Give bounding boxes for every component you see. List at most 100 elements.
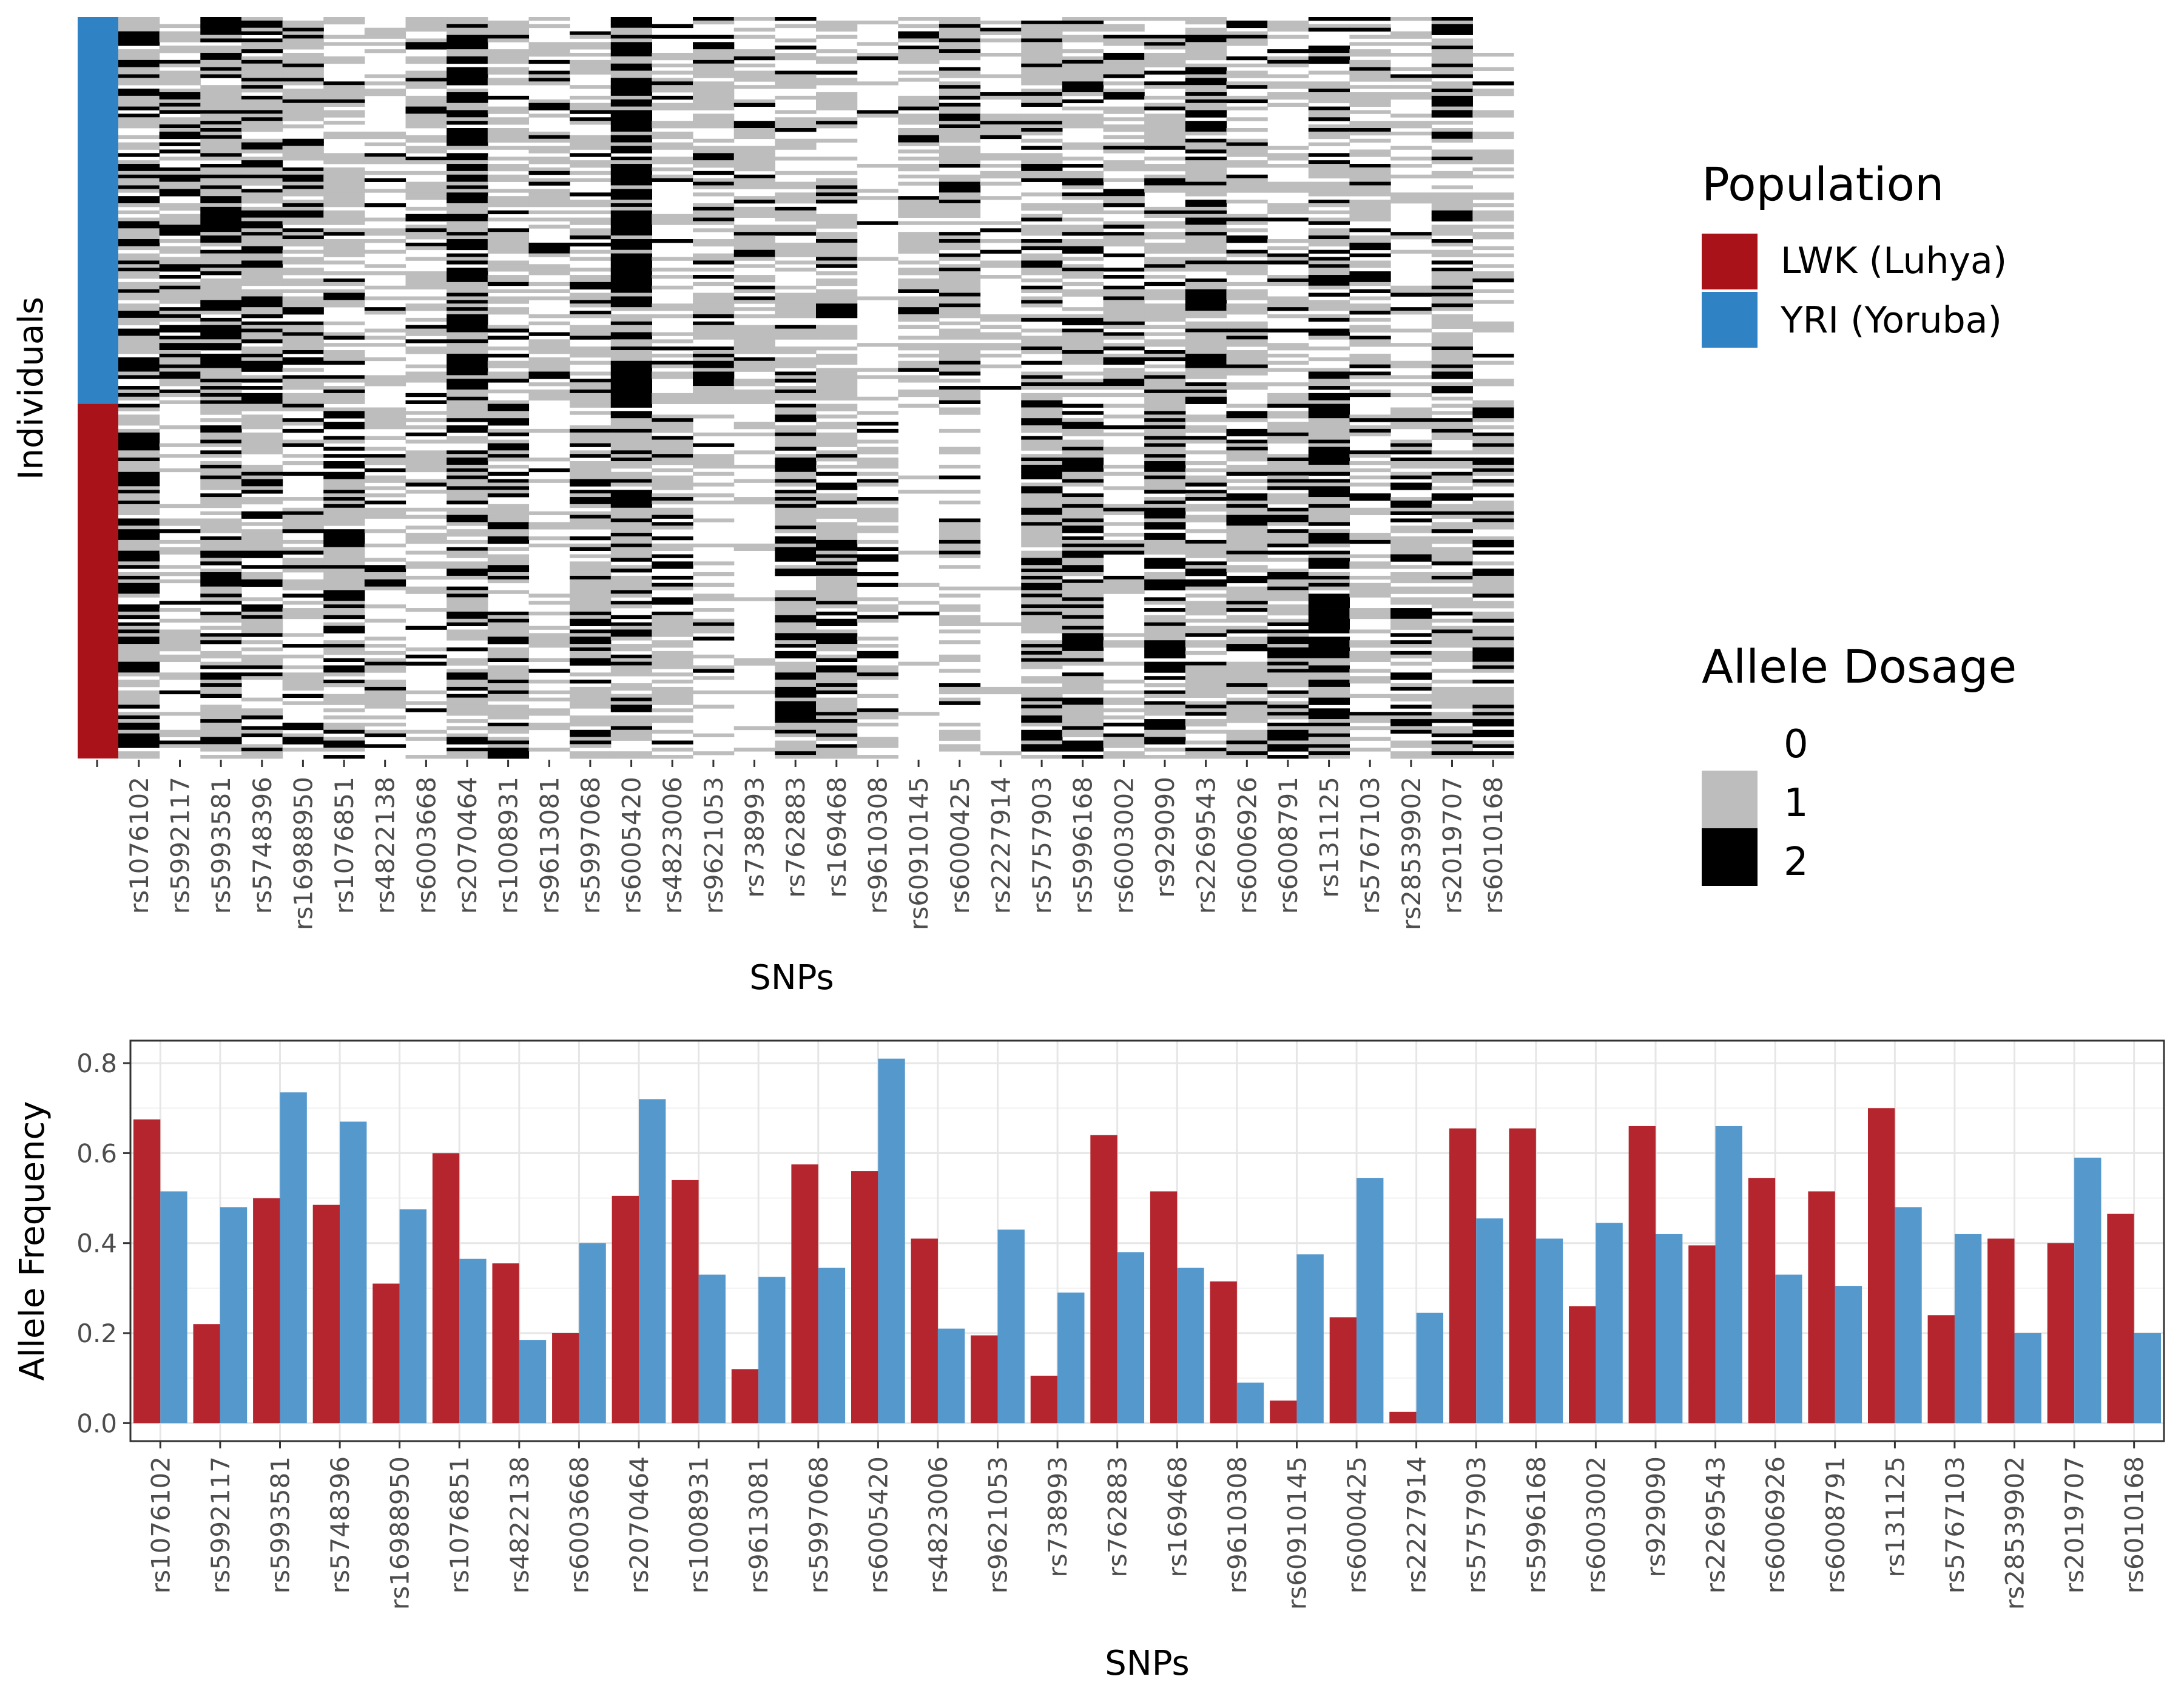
heatmap-cell xyxy=(775,429,816,433)
heatmap-cell xyxy=(241,149,283,153)
heatmap-cell xyxy=(816,243,857,246)
heatmap-cell xyxy=(1185,303,1227,307)
heatmap-cell xyxy=(241,436,283,440)
heatmap-cell xyxy=(447,612,488,615)
heatmap-cell xyxy=(241,124,283,128)
heatmap-cell xyxy=(447,719,488,723)
heatmap-cell xyxy=(283,149,324,153)
heatmap-cell xyxy=(406,379,447,382)
heatmap-cell xyxy=(1309,658,1350,662)
heatmap-cell xyxy=(980,128,1022,132)
heatmap-cell xyxy=(611,683,652,687)
heatmap-cell xyxy=(1267,633,1309,637)
heatmap-cell xyxy=(939,307,980,311)
heatmap-cell xyxy=(200,547,241,551)
heatmap-cell xyxy=(1390,518,1432,522)
heatmap-cell xyxy=(1432,232,1473,235)
heatmap-cell xyxy=(406,339,447,343)
heatmap-cell xyxy=(241,182,283,186)
heatmap-cell xyxy=(816,547,857,551)
heatmap-cell xyxy=(447,450,488,454)
heatmap-cell xyxy=(980,333,1022,336)
heatmap-cell xyxy=(693,100,734,103)
heatmap-cell xyxy=(200,185,241,189)
heatmap-cell xyxy=(200,203,241,207)
heatmap-cell xyxy=(447,167,488,171)
heatmap-cell xyxy=(447,354,488,357)
heatmap-cell xyxy=(1267,414,1309,418)
heatmap-cell xyxy=(160,371,201,375)
heatmap-cell xyxy=(200,121,241,124)
heatmap-cell xyxy=(1309,551,1350,555)
heatmap-cell xyxy=(1349,371,1390,375)
heatmap-cell xyxy=(283,472,324,476)
heatmap-cell xyxy=(488,555,529,558)
heatmap-cell xyxy=(1349,612,1390,615)
bar-lwk xyxy=(1330,1317,1357,1423)
heatmap-cell xyxy=(816,357,857,361)
x-tick-label: rs5997068 xyxy=(804,1456,834,1593)
heatmap-cell xyxy=(447,698,488,701)
heatmap-cell xyxy=(1185,551,1227,555)
heatmap-cell xyxy=(1309,482,1350,486)
heatmap-cell xyxy=(1021,737,1062,741)
heatmap-cell xyxy=(447,407,488,411)
heatmap-cell xyxy=(570,32,611,35)
heatmap-cell xyxy=(1267,422,1309,425)
heatmap-cell xyxy=(734,232,775,235)
heatmap-cell xyxy=(1309,748,1350,751)
heatmap-cell xyxy=(241,228,283,232)
heatmap-cell xyxy=(1472,719,1514,723)
heatmap-cell xyxy=(1185,555,1227,558)
heatmap-cell xyxy=(406,691,447,694)
heatmap-cell xyxy=(323,192,365,196)
heatmap-cell xyxy=(1472,433,1514,436)
heatmap-cell xyxy=(488,715,529,719)
heatmap-cell xyxy=(1104,17,1145,21)
heatmap-cell xyxy=(1432,357,1473,361)
heatmap-cell xyxy=(1226,669,1267,672)
bar-lwk xyxy=(1928,1315,1955,1423)
heatmap-cell xyxy=(528,200,570,203)
heatmap-cell xyxy=(1185,561,1227,565)
heatmap-cell xyxy=(118,482,160,486)
heatmap-cell xyxy=(939,400,980,404)
heatmap-cell xyxy=(1021,676,1062,680)
heatmap-cell xyxy=(118,225,160,228)
heatmap-cell xyxy=(857,164,898,167)
heatmap-cell xyxy=(898,182,939,186)
heatmap-cell xyxy=(1432,139,1473,143)
heatmap-cell xyxy=(1309,382,1350,386)
heatmap-cell xyxy=(1021,78,1062,81)
heatmap-cell xyxy=(939,547,980,551)
heatmap-cell xyxy=(118,680,160,683)
heatmap-cell xyxy=(488,232,529,235)
heatmap-cell xyxy=(1472,450,1514,454)
heatmap-cell xyxy=(406,235,447,239)
heatmap-cell xyxy=(816,407,857,411)
heatmap-cell xyxy=(406,647,447,651)
heatmap-cell xyxy=(693,275,734,279)
heatmap-cell xyxy=(488,250,529,254)
heatmap-cell xyxy=(939,132,980,135)
heatmap-cell xyxy=(939,407,980,411)
heatmap-x-tick-label: rs28539902 xyxy=(1397,777,1426,930)
heatmap-cell xyxy=(652,629,693,633)
heatmap-cell xyxy=(283,189,324,192)
heatmap-cell xyxy=(1390,579,1432,583)
heatmap-cell xyxy=(447,458,488,461)
heatmap-cell xyxy=(406,225,447,228)
heatmap-cell xyxy=(447,28,488,32)
heatmap-cell xyxy=(1185,46,1227,49)
heatmap-cell xyxy=(1267,619,1309,623)
heatmap-cell xyxy=(283,175,324,178)
heatmap-cell xyxy=(1226,254,1267,257)
heatmap-cell xyxy=(323,354,365,357)
heatmap-cell xyxy=(1390,615,1432,619)
heatmap-cell xyxy=(488,379,529,382)
heatmap-cell xyxy=(406,286,447,289)
heatmap-cell xyxy=(118,587,160,590)
heatmap-cell xyxy=(323,544,365,547)
heatmap-cell xyxy=(447,726,488,730)
heatmap-cell xyxy=(118,508,160,512)
